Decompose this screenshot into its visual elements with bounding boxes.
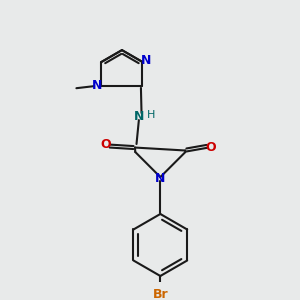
- Text: O: O: [205, 141, 216, 154]
- Text: O: O: [100, 138, 111, 151]
- Text: H: H: [147, 110, 155, 120]
- Text: N: N: [134, 110, 145, 123]
- Text: N: N: [155, 172, 166, 185]
- Text: N: N: [141, 54, 151, 67]
- Text: N: N: [92, 79, 102, 92]
- Text: Br: Br: [152, 288, 168, 300]
